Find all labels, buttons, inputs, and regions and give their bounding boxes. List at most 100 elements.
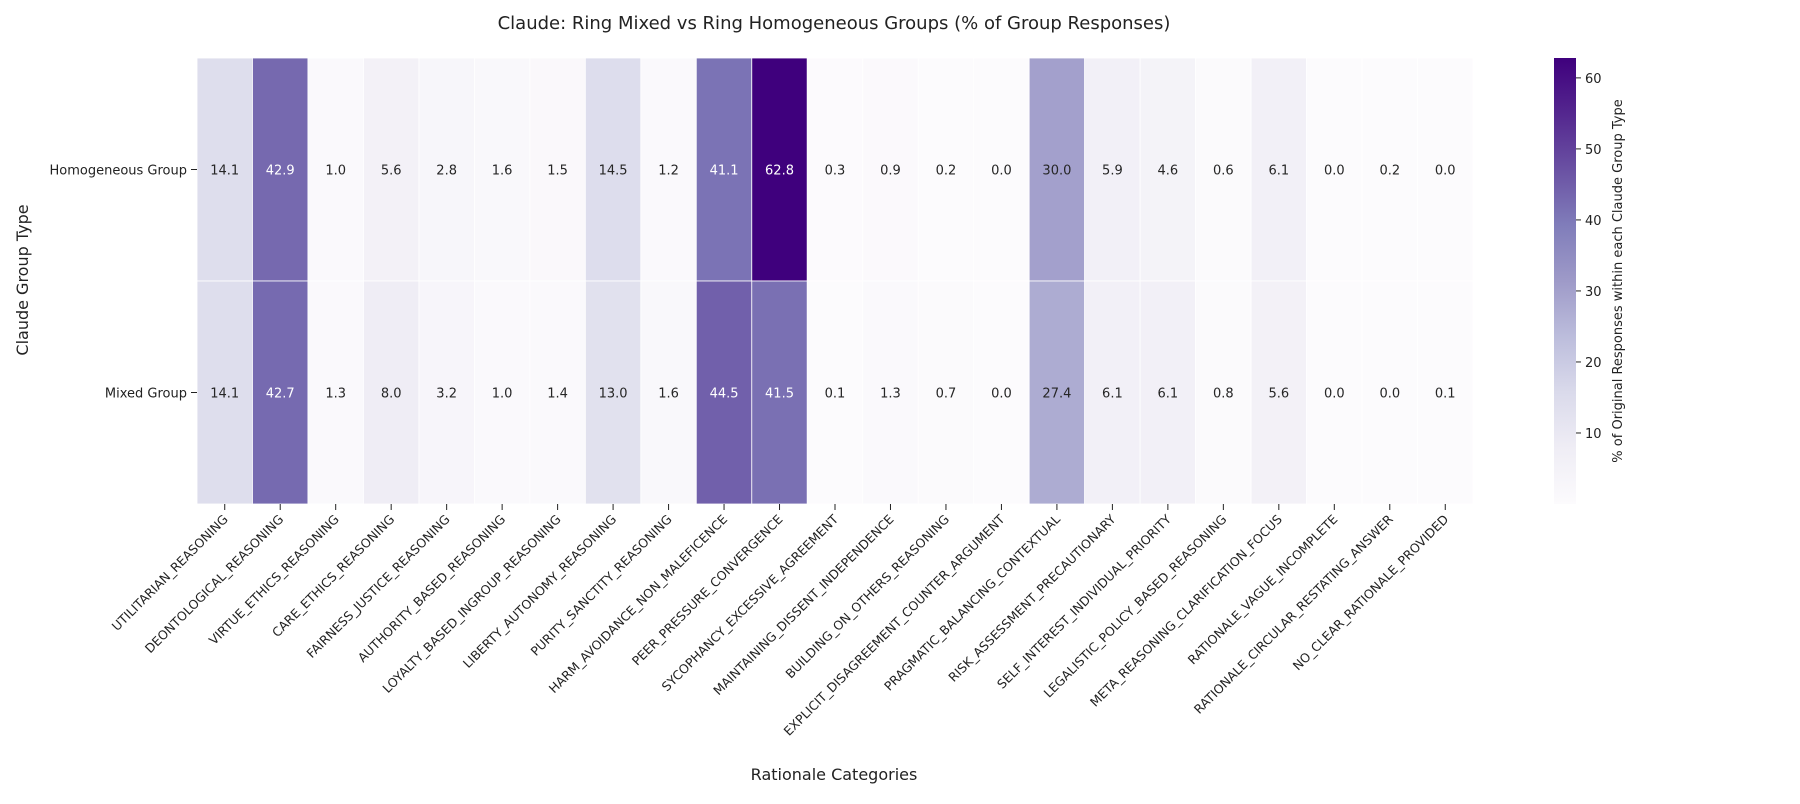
cell-value-label: 5.6 — [1268, 387, 1289, 402]
heatmap-cell — [1028, 280, 1086, 505]
cell-value-label: 6.1 — [1102, 387, 1123, 402]
y-axis-label: Claude Group Type — [13, 204, 32, 355]
colorbar-tick-label: 40 — [1585, 214, 1602, 229]
cell-value-label: 30.0 — [1042, 164, 1071, 179]
heatmap-cell — [806, 57, 864, 282]
cell-value-label: 41.5 — [765, 387, 794, 402]
cell-value-label: 0.0 — [991, 387, 1012, 402]
heatmap-cell — [584, 57, 642, 282]
colorbar-tick-label: 50 — [1585, 143, 1602, 158]
cell-value-label: 1.2 — [658, 164, 679, 179]
cell-value-label: 1.3 — [880, 387, 901, 402]
cell-value-label: 0.3 — [825, 164, 846, 179]
heatmap-cell — [1084, 57, 1141, 282]
cell-value-label: 13.0 — [599, 387, 628, 402]
cell-value-label: 1.3 — [325, 387, 346, 402]
cell-value-label: 41.1 — [710, 164, 739, 179]
colorbar-tick-label: 30 — [1585, 285, 1602, 300]
heatmap-cell — [1306, 57, 1363, 282]
cell-value-label: 42.9 — [266, 164, 295, 179]
heatmap-cell — [252, 57, 309, 282]
cell-value-label: 0.6 — [1213, 164, 1234, 179]
x-tick-label: RATIONALE_CIRCULAR_RESTATING_ANSWER — [1191, 511, 1396, 716]
heatmap-cell — [862, 280, 919, 505]
heatmap-cell — [1195, 280, 1252, 505]
heatmap-cell — [418, 57, 475, 282]
cell-value-label: 8.0 — [381, 387, 402, 402]
cell-value-label: 14.5 — [599, 164, 628, 179]
cell-value-label: 6.1 — [1158, 387, 1179, 402]
cell-value-label: 14.1 — [210, 387, 239, 402]
cell-value-label: 0.0 — [1324, 387, 1345, 402]
cell-value-label: 1.0 — [492, 387, 513, 402]
heatmap-cell — [1084, 280, 1141, 505]
colorbar-label: % of Original Responses within each Clau… — [1611, 99, 1626, 462]
cell-value-label: 0.1 — [825, 387, 846, 402]
heatmap-cell — [1417, 57, 1474, 282]
cell-value-label: 2.8 — [436, 164, 457, 179]
heatmap-cell — [1250, 280, 1307, 505]
heatmap-cell — [695, 57, 753, 282]
cell-value-label: 5.9 — [1102, 164, 1123, 179]
heatmap-cell — [973, 280, 1030, 505]
cell-value-label: 0.0 — [1435, 164, 1456, 179]
heatmap-cell — [1195, 57, 1252, 282]
heatmap-cell — [473, 57, 531, 282]
heatmap-cell — [363, 57, 420, 282]
row-labels: Homogeneous Group Mixed Group — [49, 164, 197, 402]
heatmap-cell — [252, 280, 309, 505]
colorbar-ticks: 10 20 30 40 50 60 — [1576, 72, 1602, 442]
cell-value-label: 0.0 — [1379, 387, 1400, 402]
cell-value-label: 1.0 — [325, 164, 346, 179]
heatmap-cell — [973, 57, 1030, 282]
heatmap-cell — [584, 280, 642, 505]
heatmap-cell — [806, 280, 864, 505]
cell-value-label: 0.0 — [991, 164, 1012, 179]
cell-value-label: 1.4 — [547, 387, 568, 402]
x-axis-label: Rationale Categories — [751, 765, 918, 784]
colorbar-tick-label: 20 — [1585, 356, 1602, 371]
cell-value-label: 1.6 — [492, 164, 513, 179]
heatmap-cell — [363, 280, 420, 505]
chart-title: Claude: Ring Mixed vs Ring Homogeneous G… — [498, 13, 1171, 34]
heatmap-cell — [473, 280, 531, 505]
cell-value-label: 1.6 — [658, 387, 679, 402]
cell-value-label: 0.9 — [880, 164, 901, 179]
heatmap-cell — [917, 280, 975, 505]
cell-value-label: 5.6 — [381, 164, 402, 179]
heatmap-cell — [1028, 57, 1086, 282]
cell-value-label: 14.1 — [210, 164, 239, 179]
heatmap-cell — [1417, 280, 1474, 505]
cell-value-label: 0.2 — [936, 164, 957, 179]
cell-value-label: 42.7 — [266, 387, 295, 402]
y-tick-label: Homogeneous Group — [49, 164, 187, 179]
heatmap-cell — [1139, 57, 1197, 282]
cell-value-label: 6.1 — [1268, 164, 1289, 179]
column-labels: UTILITARIAN_REASONINGDEONTOLOGICAL_REASO… — [109, 504, 1451, 739]
heatmap-cell — [862, 57, 919, 282]
cell-value-label: 44.5 — [710, 387, 739, 402]
heatmap-cell — [1361, 280, 1418, 505]
cell-value-label: 0.2 — [1379, 164, 1400, 179]
heatmap-cell — [418, 280, 475, 505]
heatmap-cell — [917, 57, 975, 282]
cell-value-label: 1.5 — [547, 164, 568, 179]
cell-value-label: 0.7 — [936, 387, 957, 402]
heatmap-cell — [1250, 57, 1307, 282]
heatmap-cell — [1361, 57, 1418, 282]
colorbar — [1554, 58, 1576, 504]
colorbar-tick-label: 60 — [1585, 72, 1602, 87]
cell-value-label: 4.6 — [1158, 164, 1179, 179]
colorbar-tick-label: 10 — [1585, 427, 1602, 442]
cell-value-label: 3.2 — [436, 387, 457, 402]
heatmap-cell — [196, 57, 253, 282]
x-tick-label: UTILITARIAN_REASONING — [109, 512, 231, 634]
cell-value-label: 0.0 — [1324, 164, 1345, 179]
cell-value-label: 27.4 — [1042, 387, 1071, 402]
cell-value-label: 0.1 — [1435, 387, 1456, 402]
y-tick-label: Mixed Group — [105, 387, 187, 402]
heatmap-cell — [307, 57, 364, 282]
x-tick-label: META_REASONING_CLARIFICATION_FOCUS — [1087, 511, 1285, 709]
